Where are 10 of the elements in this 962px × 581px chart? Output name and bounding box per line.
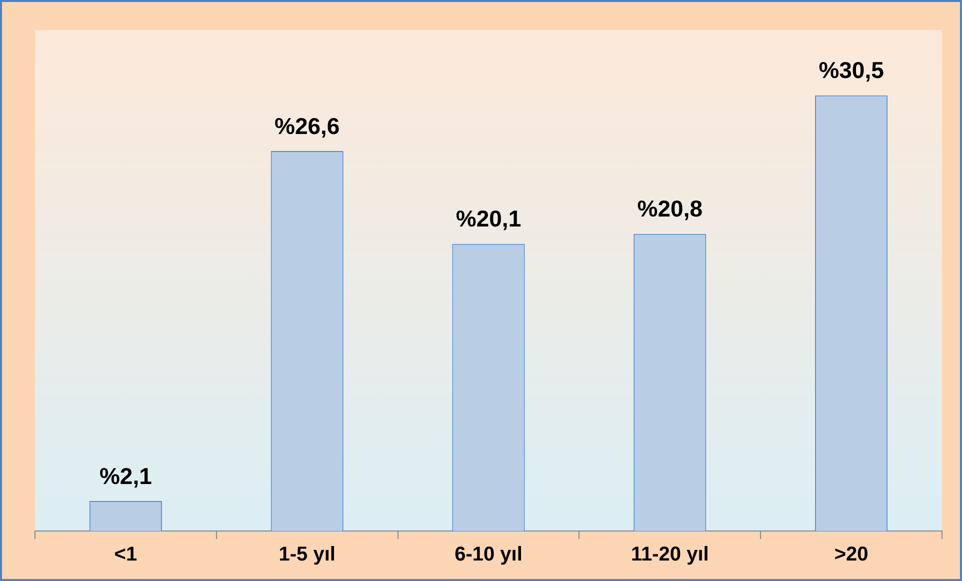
data-label: %2,1 <box>99 462 152 489</box>
x-tick-label: 1-5 yıl <box>278 544 336 566</box>
x-tick-label: >20 <box>834 544 868 566</box>
data-label: %26,6 <box>274 112 340 139</box>
data-label: %20,1 <box>456 206 522 232</box>
data-label: %30,5 <box>818 57 884 84</box>
x-tick-label: 6-10 yıl <box>454 544 522 566</box>
data-label: %20,8 <box>637 196 703 222</box>
x-tick-label: 11-20 yıl <box>630 544 709 566</box>
x-tick-label: <1 <box>114 544 138 566</box>
